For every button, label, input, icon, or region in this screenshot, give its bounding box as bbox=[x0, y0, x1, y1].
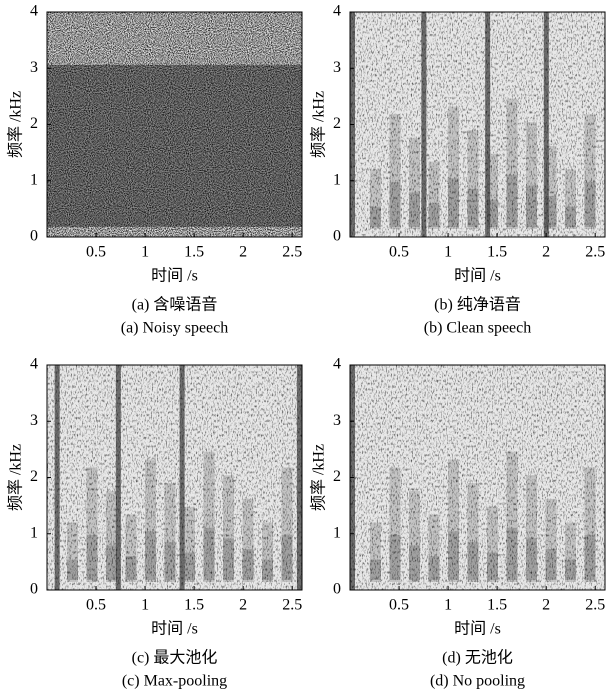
x-tick-label: 2.5 bbox=[282, 597, 302, 614]
caption-en: (a) Noisy speech bbox=[121, 320, 229, 337]
x-axis-label: 时间 /s bbox=[151, 267, 198, 285]
caption-en: (b) Clean speech bbox=[424, 320, 532, 337]
y-tick-label: 4 bbox=[333, 356, 341, 373]
caption-zh: (c) 最大池化 bbox=[132, 649, 218, 667]
y-tick-label: 0 bbox=[333, 228, 341, 245]
x-axis-label: 时间 /s bbox=[454, 620, 501, 638]
spectrogram-image bbox=[350, 365, 605, 590]
y-tick-label: 2 bbox=[30, 115, 38, 132]
x-axis-label: 时间 /s bbox=[454, 267, 501, 285]
x-axis-label: 时间 /s bbox=[151, 620, 198, 638]
spectrogram-image bbox=[47, 365, 302, 590]
y-tick-label: 4 bbox=[30, 3, 38, 20]
y-tick-label: 4 bbox=[333, 3, 341, 20]
caption-en: (c) Max-pooling bbox=[122, 673, 227, 690]
x-tick-label: 2 bbox=[239, 597, 247, 614]
x-tick-label: 0.5 bbox=[86, 597, 106, 614]
caption-zh: (b) 纯净语音 bbox=[434, 296, 521, 314]
x-tick-label: 1.5 bbox=[487, 597, 507, 614]
spectrogram-image bbox=[47, 12, 302, 237]
caption-zh: (a) 含噪语音 bbox=[132, 296, 218, 314]
y-tick-label: 2 bbox=[30, 468, 38, 485]
x-tick-label: 1 bbox=[141, 244, 149, 261]
grain bbox=[47, 12, 302, 237]
y-tick-label: 3 bbox=[30, 59, 38, 76]
texture bbox=[350, 12, 605, 237]
x-tick-label: 2 bbox=[542, 597, 550, 614]
x-tick-label: 1.5 bbox=[487, 244, 507, 261]
x-tick-label: 0.5 bbox=[86, 244, 106, 261]
caption-zh: (d) 无池化 bbox=[442, 649, 513, 667]
x-tick-label: 2.5 bbox=[585, 597, 605, 614]
x-tick-label: 0.5 bbox=[389, 597, 409, 614]
grain bbox=[350, 12, 605, 237]
y-tick-label: 2 bbox=[333, 468, 341, 485]
y-axis-label: 频率 /kHz bbox=[310, 91, 328, 158]
y-tick-label: 0 bbox=[30, 228, 38, 245]
x-tick-label: 0.5 bbox=[389, 244, 409, 261]
y-tick-label: 3 bbox=[333, 59, 341, 76]
grain bbox=[47, 365, 302, 590]
texture bbox=[47, 12, 302, 237]
y-tick-label: 1 bbox=[30, 171, 38, 188]
spectrogram-image bbox=[350, 12, 605, 237]
x-tick-label: 1 bbox=[444, 244, 452, 261]
y-tick-label: 3 bbox=[333, 412, 341, 429]
x-tick-label: 1 bbox=[141, 597, 149, 614]
y-axis-label: 频率 /kHz bbox=[7, 91, 25, 158]
y-tick-label: 2 bbox=[333, 115, 341, 132]
texture bbox=[350, 365, 605, 590]
y-axis-label: 频率 /kHz bbox=[310, 444, 328, 511]
y-tick-label: 4 bbox=[30, 356, 38, 373]
y-tick-label: 0 bbox=[30, 581, 38, 598]
grain bbox=[350, 365, 605, 590]
y-axis-label: 频率 /kHz bbox=[7, 444, 25, 511]
x-tick-label: 1.5 bbox=[184, 597, 204, 614]
x-tick-label: 2.5 bbox=[282, 244, 302, 261]
x-tick-label: 2.5 bbox=[585, 244, 605, 261]
x-tick-label: 1.5 bbox=[184, 244, 204, 261]
x-tick-label: 2 bbox=[239, 244, 247, 261]
y-tick-label: 1 bbox=[30, 524, 38, 541]
y-tick-label: 1 bbox=[333, 524, 341, 541]
x-tick-label: 2 bbox=[542, 244, 550, 261]
y-tick-label: 3 bbox=[30, 412, 38, 429]
texture bbox=[47, 365, 302, 590]
y-tick-label: 0 bbox=[333, 581, 341, 598]
caption-en: (d) No pooling bbox=[430, 673, 525, 690]
y-tick-label: 1 bbox=[333, 171, 341, 188]
x-tick-label: 1 bbox=[444, 597, 452, 614]
